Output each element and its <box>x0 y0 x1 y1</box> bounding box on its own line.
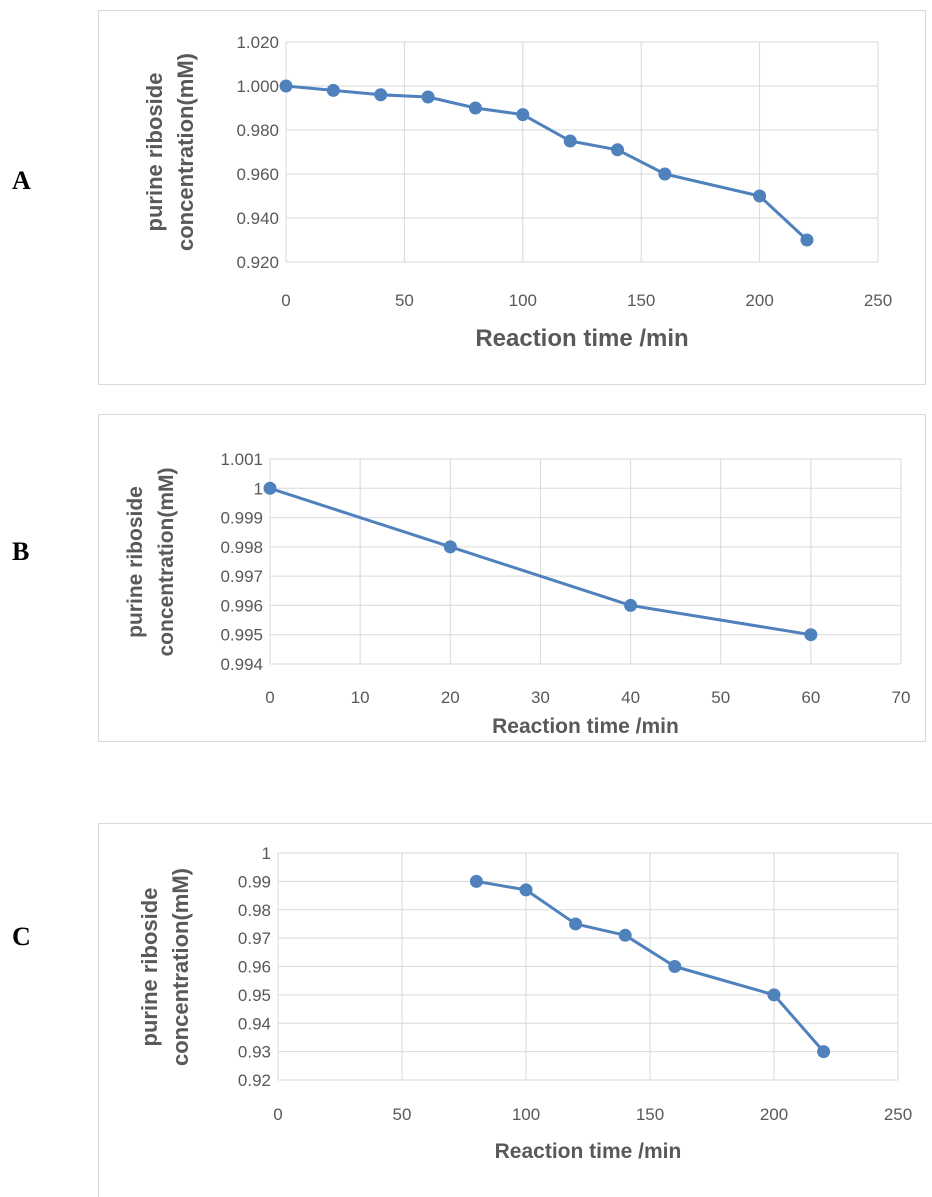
x-tick-label: 50 <box>395 291 414 310</box>
data-point <box>800 233 814 247</box>
y-tick-label: 0.996 <box>220 596 263 615</box>
data-point <box>658 167 672 181</box>
data-point <box>326 83 340 97</box>
panel-letter-c: C <box>12 922 31 951</box>
y-tick-label: 0.997 <box>220 567 263 586</box>
data-point <box>618 928 632 942</box>
y-tick-label: 1 <box>262 844 271 863</box>
data-point <box>817 1045 831 1059</box>
y-tick-label: 0.998 <box>220 538 263 557</box>
x-tick-label: 20 <box>441 688 460 707</box>
x-axis-title: Reaction time /min <box>492 715 679 738</box>
data-point <box>569 917 583 931</box>
data-point <box>563 134 577 148</box>
data-point <box>767 988 781 1002</box>
x-tick-label: 250 <box>884 1105 912 1124</box>
x-tick-label: 0 <box>265 688 274 707</box>
x-tick-label: 50 <box>393 1105 412 1124</box>
series-line <box>269 486 812 637</box>
data-point <box>611 143 625 157</box>
chart-frame-b <box>98 414 926 742</box>
x-axis-title: Reaction time /min <box>495 1140 682 1163</box>
y-axis-title-line: purine riboside <box>137 888 162 1047</box>
y-tick-label: 0.995 <box>220 626 263 645</box>
y-tick-label: 0.94 <box>238 1014 271 1033</box>
x-tick-label: 50 <box>711 688 730 707</box>
x-tick-label: 30 <box>531 688 550 707</box>
y-tick-label: 1 <box>254 479 263 498</box>
y-tick-label: 0.960 <box>236 165 279 184</box>
y-axis-title-line: purine riboside <box>142 73 167 232</box>
x-tick-label: 100 <box>509 291 537 310</box>
x-tick-label: 40 <box>621 688 640 707</box>
data-point <box>468 101 482 115</box>
y-tick-label: 1.001 <box>220 450 263 469</box>
y-tick-label: 0.994 <box>220 655 263 674</box>
data-point <box>443 540 457 554</box>
y-tick-label: 0.98 <box>238 901 271 920</box>
y-tick-label: 1.020 <box>236 33 279 52</box>
x-tick-label: 150 <box>627 291 655 310</box>
x-tick-label: 60 <box>801 688 820 707</box>
y-tick-label: 0.93 <box>238 1043 271 1062</box>
data-point <box>624 598 638 612</box>
x-tick-label: 0 <box>273 1105 282 1124</box>
panel-letter-b: B <box>12 537 30 566</box>
data-point <box>516 108 530 122</box>
panel-letter-a: A <box>12 166 31 195</box>
x-tick-label: 70 <box>892 688 911 707</box>
data-point <box>519 883 533 897</box>
x-tick-label: 10 <box>351 688 370 707</box>
y-tick-label: 0.999 <box>220 509 263 528</box>
y-tick-label: 0.940 <box>236 209 279 228</box>
data-point <box>668 960 682 973</box>
data-point <box>421 90 435 104</box>
y-tick-label: 0.96 <box>238 958 271 977</box>
data-point <box>374 88 388 102</box>
y-axis-title-line: concentration(mM) <box>168 868 193 1066</box>
chart-frame-c <box>98 823 932 1197</box>
x-tick-label: 0 <box>281 291 290 310</box>
y-tick-label: 1.000 <box>236 77 279 96</box>
y-tick-label: 0.97 <box>238 929 271 948</box>
data-point <box>804 628 818 642</box>
x-tick-label: 100 <box>512 1105 540 1124</box>
y-axis-title-line: concentration(mM) <box>155 468 178 657</box>
data-point <box>263 481 277 495</box>
y-tick-label: 0.92 <box>238 1071 271 1090</box>
data-point <box>469 874 483 888</box>
y-tick-label: 0.920 <box>236 253 279 272</box>
data-point <box>279 79 293 93</box>
x-tick-label: 200 <box>745 291 773 310</box>
data-point <box>753 189 767 203</box>
y-tick-label: 0.980 <box>236 121 279 140</box>
x-axis-title: Reaction time /min <box>475 325 688 352</box>
y-axis-title-line: concentration(mM) <box>173 53 198 251</box>
x-tick-label: 200 <box>760 1105 788 1124</box>
chart-frame-a <box>98 10 926 385</box>
y-axis-title-line: purine riboside <box>124 486 147 638</box>
y-tick-label: 0.99 <box>238 872 271 891</box>
x-tick-label: 150 <box>636 1105 664 1124</box>
y-tick-label: 0.95 <box>238 986 271 1005</box>
x-tick-label: 250 <box>864 291 892 310</box>
